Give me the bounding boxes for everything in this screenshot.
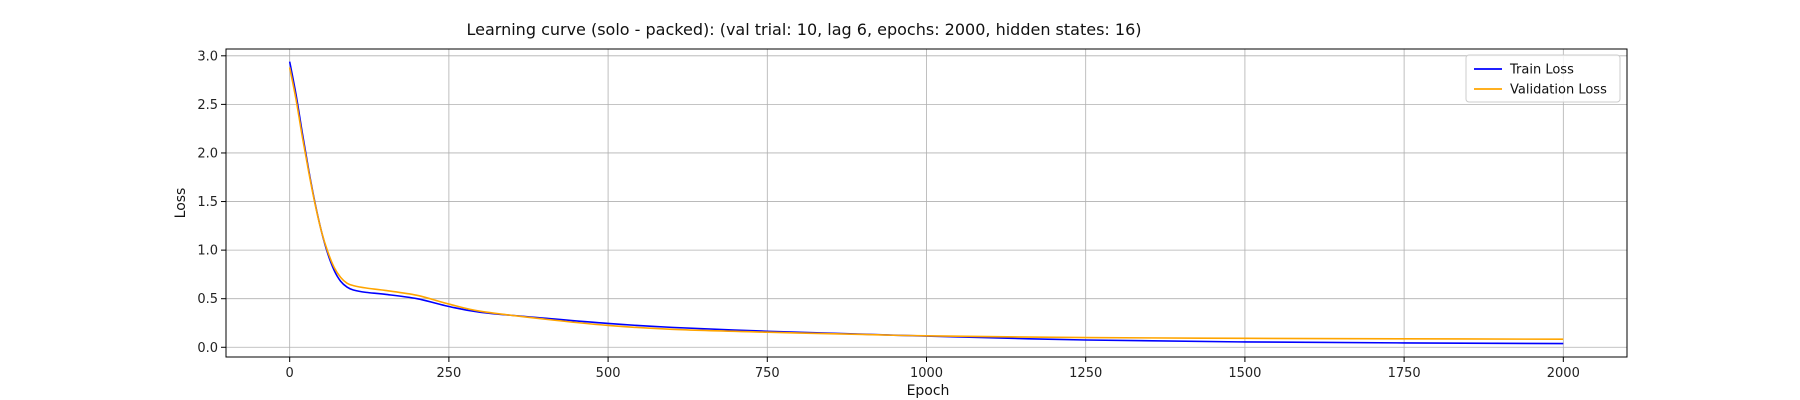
x-tick-label: 1750 xyxy=(1388,366,1421,381)
y-tick-label: 1.0 xyxy=(197,244,218,259)
y-tick-label: 0.5 xyxy=(197,292,218,307)
legend-entry-label: Train Loss xyxy=(1509,63,1574,78)
y-axis-label: Loss xyxy=(173,188,189,219)
grid-lines xyxy=(226,49,1627,357)
legend: Train Loss Validation Loss xyxy=(1465,54,1621,103)
y-tick-label: 0.0 xyxy=(197,341,218,356)
legend-entry-label: Validation Loss xyxy=(1510,83,1607,98)
y-tick-label: 1.5 xyxy=(197,195,218,210)
x-tick-label: 750 xyxy=(755,366,780,381)
x-tick-label: 1500 xyxy=(1228,366,1261,381)
validation-loss-line xyxy=(288,67,1564,341)
x-tick-label: 1250 xyxy=(1069,366,1102,381)
y-axis-ticks: 0.0 0.5 1.0 1.5 2.0 2.5 3.0 xyxy=(197,49,226,356)
y-tick-label: 2.5 xyxy=(197,98,218,113)
x-tick-label: 500 xyxy=(596,366,621,381)
x-tick-label: 1000 xyxy=(910,366,943,381)
chart-title: Learning curve (solo - packed): (val tri… xyxy=(467,20,1142,39)
y-tick-label: 2.0 xyxy=(197,146,218,161)
y-tick-label: 3.0 xyxy=(197,49,218,64)
x-tick-label: 0 xyxy=(286,366,294,381)
x-axis-ticks: 0 250 500 750 1000 1250 1500 1750 2000 xyxy=(286,357,1580,381)
x-tick-label: 250 xyxy=(436,366,461,381)
plot-series xyxy=(288,61,1564,345)
x-tick-label: 2000 xyxy=(1547,366,1580,381)
x-axis-label: Epoch xyxy=(907,383,950,399)
legend-box xyxy=(1465,54,1621,103)
